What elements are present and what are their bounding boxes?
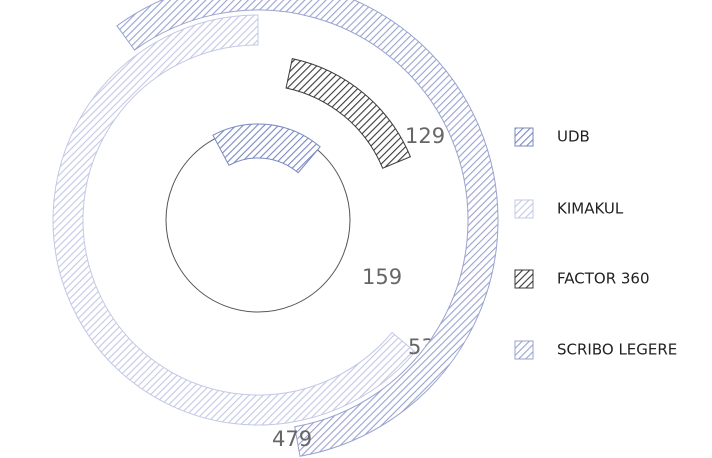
legend-swatch (514, 340, 534, 360)
legend-label: SCRIBO LEGERE (557, 341, 677, 359)
ring-bar (212, 123, 321, 174)
value-label: 159 (362, 265, 402, 289)
legend-swatch (514, 127, 534, 147)
ring-bar (285, 58, 412, 169)
legend-label: FACTOR 360 (557, 270, 650, 288)
value-label: 479 (272, 427, 312, 451)
legend-swatch (514, 269, 534, 289)
ring-bar (52, 14, 416, 426)
value-label: 129 (405, 124, 445, 148)
legend-swatch (514, 199, 534, 219)
legend-label: UDB (557, 128, 590, 146)
ring-bar (116, 0, 499, 457)
legend-label: KIMAKUL (557, 200, 624, 218)
